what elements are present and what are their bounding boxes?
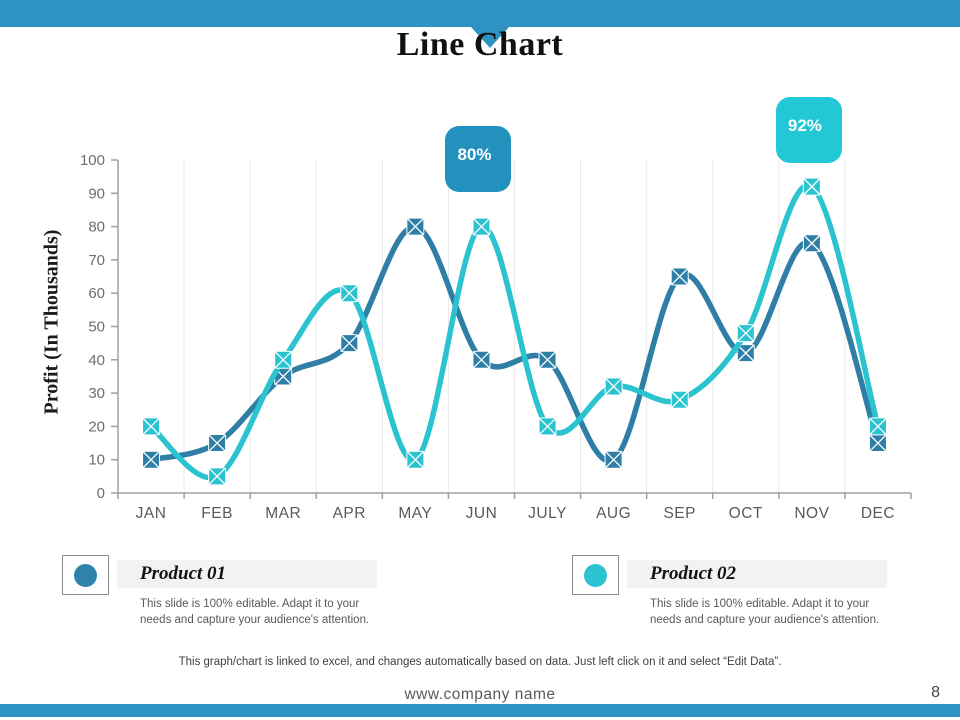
marker-x-icon (604, 450, 623, 469)
marker-x-icon (340, 284, 359, 303)
y-tick-label: 80 (88, 219, 105, 236)
legend-title: Product 02 (650, 563, 737, 584)
x-category-label: DEC (861, 505, 895, 522)
legend-item-product-01: Product 01 This slide is 100% editable. … (62, 555, 378, 630)
y-tick-label: 20 (88, 418, 105, 435)
page-number: 8 (931, 684, 940, 701)
bottom-accent-bar (0, 704, 960, 717)
marker-x-icon (538, 350, 557, 369)
legend-description: This slide is 100% editable. Adapt it to… (140, 598, 370, 627)
x-category-label: SEP (663, 505, 696, 522)
x-category-label: JUN (466, 505, 498, 522)
y-tick-label: 60 (88, 285, 105, 302)
marker-x-icon (736, 344, 755, 363)
footer-note: This graph/chart is linked to excel, and… (178, 656, 782, 668)
y-tick-label: 30 (88, 385, 105, 402)
marker-x-icon (142, 450, 161, 469)
legend-swatch-box (572, 555, 619, 595)
marker-x-icon (208, 467, 227, 486)
top-bar-pointer-icon (471, 27, 509, 48)
x-category-label: MAR (265, 505, 301, 522)
y-tick-label: 40 (88, 352, 105, 369)
legend-title-bar: Product 01 (117, 560, 377, 588)
y-tick-label: 50 (88, 319, 105, 336)
marker-x-icon (406, 217, 425, 236)
legend-swatch-box (62, 555, 109, 595)
legend-dot-icon (74, 563, 97, 587)
callout-92%: 92% (775, 97, 842, 163)
x-category-label: APR (333, 505, 366, 522)
marker-x-icon (142, 417, 161, 436)
marker-x-icon (406, 450, 425, 469)
marker-x-icon (274, 367, 293, 386)
x-category-label: MAY (398, 505, 432, 522)
marker-x-icon (538, 417, 557, 436)
x-category-label: NOV (794, 505, 829, 522)
legend-title-bar: Product 02 (627, 560, 887, 588)
marker-x-icon (604, 377, 623, 396)
legend-dot-icon (584, 563, 607, 587)
legend-item-product-02: Product 02 This slide is 100% editable. … (572, 555, 888, 630)
legend-title: Product 01 (140, 563, 227, 584)
y-tick-label: 10 (88, 452, 105, 469)
marker-x-icon (472, 217, 491, 236)
marker-x-icon (868, 434, 887, 453)
top-accent-bar (0, 0, 960, 27)
x-category-label: OCT (729, 505, 763, 522)
y-tick-label: 90 (88, 185, 105, 202)
marker-x-icon (274, 350, 293, 369)
x-category-label: JAN (136, 505, 167, 522)
x-category-label: FEB (201, 505, 233, 522)
marker-x-icon (670, 390, 689, 409)
x-category-label: JULY (528, 505, 567, 522)
legend-description: This slide is 100% editable. Adapt it to… (650, 598, 880, 627)
marker-x-icon (736, 324, 755, 343)
page-title: Line Chart (396, 26, 564, 63)
y-tick-label: 70 (88, 252, 105, 269)
marker-x-icon (472, 350, 491, 369)
marker-x-icon (802, 234, 821, 253)
marker-x-icon (208, 434, 227, 453)
y-tick-label: 0 (97, 485, 105, 502)
line-chart[interactable]: 0 10 20 30 40 50 60 70 80 90 100 JAN FEB MAR APR MAY JUN… (0, 0, 960, 545)
website-text: www.company name (404, 686, 556, 703)
marker-x-icon (670, 267, 689, 286)
callout-80%: 80% (445, 126, 512, 192)
marker-x-icon (868, 417, 887, 436)
marker-x-icon (802, 177, 821, 196)
y-tick-label: 100 (80, 152, 105, 169)
x-category-label: AUG (596, 505, 631, 522)
marker-x-icon (340, 334, 359, 353)
